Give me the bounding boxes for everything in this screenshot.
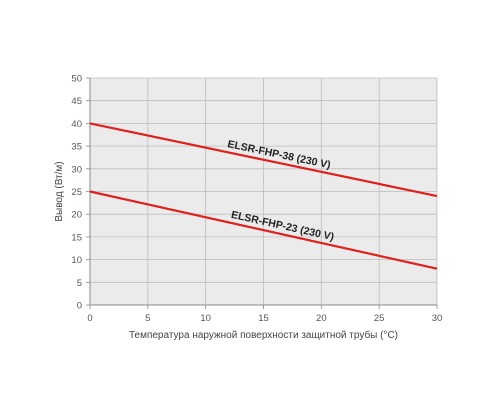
x-tick-label: 5 bbox=[145, 313, 150, 324]
x-tick-label: 30 bbox=[432, 313, 443, 324]
x-tick-label: 0 bbox=[87, 313, 92, 324]
y-tick-label: 40 bbox=[71, 119, 82, 130]
y-tick-label: 25 bbox=[71, 187, 82, 198]
tick-labels: 0 5 10 15 20 25 30 0 5 10 15 20 25 30 35 40 45 50 bbox=[71, 74, 442, 325]
y-tick-label: 15 bbox=[71, 232, 82, 243]
y-axis-title: Вывод (Вт/м) bbox=[54, 161, 65, 221]
grid bbox=[90, 77, 438, 305]
y-tick-label: 50 bbox=[71, 74, 82, 85]
y-tick-label: 5 bbox=[77, 278, 82, 289]
x-tick-label: 15 bbox=[258, 313, 269, 324]
y-tick-label: 10 bbox=[71, 255, 82, 266]
x-tick-label: 20 bbox=[316, 313, 327, 324]
x-tick-label: 25 bbox=[374, 313, 385, 324]
x-tick-label: 10 bbox=[200, 313, 211, 324]
series-line-2 bbox=[89, 190, 438, 270]
y-tick-label: 0 bbox=[77, 301, 82, 312]
x-axis-title: Температура наружной поверхности защитно… bbox=[129, 329, 398, 341]
y-tick-label: 20 bbox=[71, 210, 82, 221]
y-tick-label: 35 bbox=[71, 142, 82, 153]
y-tick-label: 45 bbox=[71, 96, 82, 107]
y-tick-label: 30 bbox=[71, 164, 82, 175]
series-line-1 bbox=[89, 122, 438, 198]
